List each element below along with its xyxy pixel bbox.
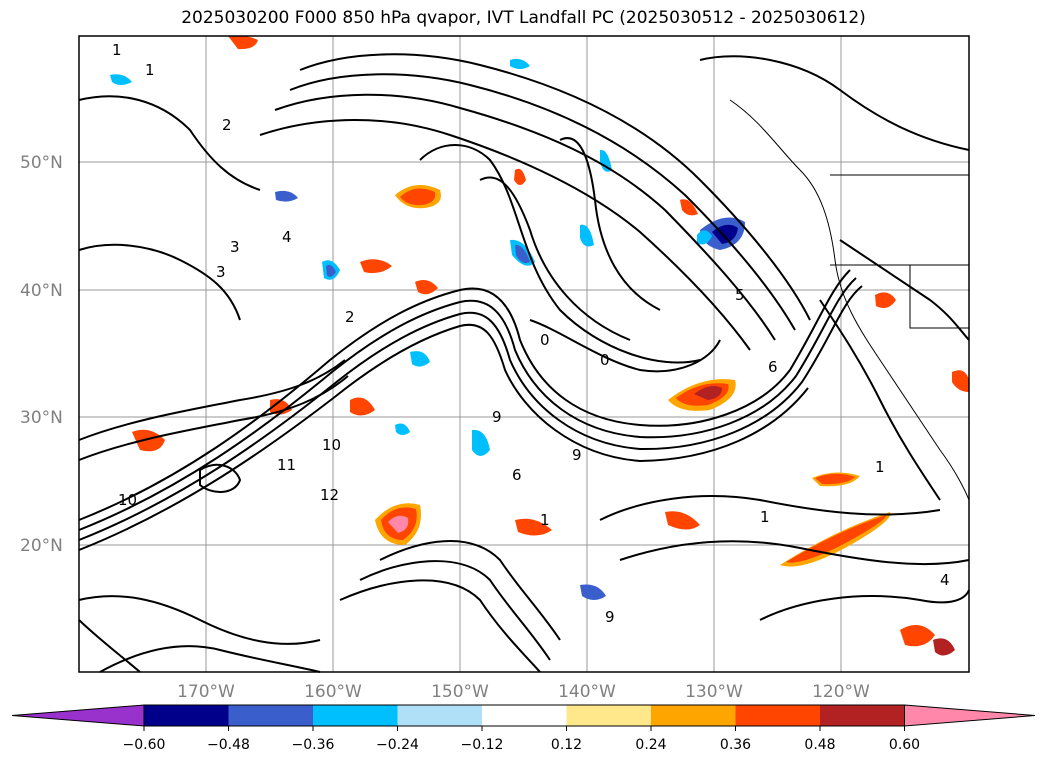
figure-title: 2025030200 F000 850 hPa qvapor, IVT Land…: [181, 8, 866, 28]
contour-label: 4: [282, 228, 292, 246]
ivt-contours: [78, 53, 970, 673]
colorbar-tick-label: −0.60: [123, 737, 166, 753]
contour-label: 1: [875, 458, 885, 476]
lon-label-120w: 120°W: [812, 682, 870, 702]
contour-label: 1: [760, 508, 770, 526]
lon-label-140w: 140°W: [558, 682, 616, 702]
colorbar-tick-label: 0.60: [889, 737, 920, 753]
lon-label-170w: 170°W: [177, 682, 235, 702]
colorbar-tick-label: 0.48: [804, 737, 835, 753]
contour-label: 9: [492, 408, 502, 426]
negative-anomaly: [110, 58, 745, 600]
contour-label: 5: [735, 286, 745, 304]
filled-anomalies: [110, 35, 969, 656]
colorbar-segment: [651, 705, 736, 726]
colorbar-tick-label: 0.12: [551, 737, 582, 753]
colorbar-tick-label: −0.48: [207, 737, 250, 753]
map-frame: [78, 35, 970, 673]
map-background: [79, 36, 969, 672]
contour-label: 12: [320, 486, 339, 504]
contour-label: 2: [345, 308, 355, 326]
contour-label: 10: [118, 491, 137, 509]
contour-label: 1: [112, 41, 122, 59]
colorbar-segment: [228, 705, 314, 726]
contour-label: 1: [145, 61, 155, 79]
colorbar: −0.60 −0.48 −0.36 −0.24 −0.12 0.12 0.24 0.36 0.4…: [11, 704, 1036, 753]
contour-label: 1: [540, 511, 550, 529]
coastlines: [729, 99, 970, 501]
lon-label-150w: 150°W: [431, 682, 489, 702]
contour-label: 10: [322, 436, 341, 454]
colorbar-segment: [566, 705, 652, 726]
contour-label: 2: [222, 116, 232, 134]
lat-label-20n: 20°N: [20, 536, 63, 556]
contour-label: 4: [940, 571, 950, 589]
colorbar-extend-max: [904, 704, 1036, 727]
contour-labels: 1 1 2 4 3 3 2 9 0 0 9 10 11 6 10 12 9 1 …: [112, 41, 950, 626]
colorbar-tick-label: −0.12: [461, 737, 504, 753]
positive-anomaly: [132, 35, 969, 656]
lon-label-160w: 160°W: [304, 682, 362, 702]
colorbar-outline: [143, 704, 905, 727]
lat-label-50n: 50°N: [20, 153, 63, 173]
contour-label: 3: [216, 263, 226, 281]
colorbar-segment: [397, 705, 483, 726]
lon-label-130w: 130°W: [685, 682, 743, 702]
colorbar-segment: [313, 705, 398, 726]
contour-label: 6: [768, 358, 778, 376]
latitude-labels: 50°N 40°N 30°N 20°N: [20, 153, 63, 556]
colorbar-segment: [482, 705, 567, 726]
contour-label: 11: [277, 456, 296, 474]
contour-label: 6: [512, 466, 522, 484]
longitude-labels: 170°W 160°W 150°W 140°W 130°W 120°W: [177, 682, 870, 702]
lat-label-30n: 30°N: [20, 408, 63, 428]
colorbar-tick-label: −0.36: [292, 737, 335, 753]
colorbar-segment: [144, 705, 229, 726]
colorbar-tick-label: 0.36: [720, 737, 751, 753]
map-panel: 1 1 2 4 3 3 2 9 0 0 9 10 11 6 10 12 9 1 …: [78, 35, 970, 673]
colorbar-tick-label: 0.24: [635, 737, 666, 753]
colorbar-segment: [735, 705, 821, 726]
contour-label: 3: [230, 238, 240, 256]
contour-label: 0: [540, 331, 550, 349]
contour-label: 9: [572, 446, 582, 464]
colorbar-extend-min: [11, 704, 145, 727]
contour-label: 9: [605, 608, 615, 626]
colorbar-segment: [820, 705, 905, 726]
contour-label: 0: [600, 351, 610, 369]
colorbar-tick-label: −0.24: [376, 737, 419, 753]
lat-label-40n: 40°N: [20, 281, 63, 301]
